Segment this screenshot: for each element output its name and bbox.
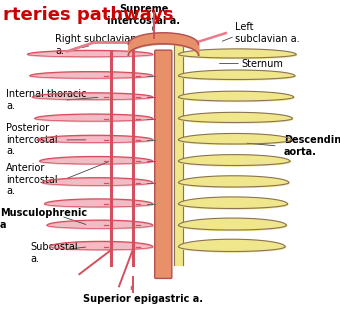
Text: Sternum: Sternum — [241, 59, 283, 69]
Text: Posterior
intercostal
a.: Posterior intercostal a. — [6, 123, 58, 156]
Text: Musculophrenic
a: Musculophrenic a — [0, 209, 87, 230]
Text: Supreme
intercostal a.: Supreme intercostal a. — [107, 4, 180, 26]
Text: Superior epigastric a.: Superior epigastric a. — [83, 294, 203, 303]
Text: Subcostal
a.: Subcostal a. — [31, 242, 78, 264]
Text: Left
subclavian a.: Left subclavian a. — [235, 22, 300, 44]
Text: Internal thoracic
a.: Internal thoracic a. — [6, 89, 87, 111]
Text: Right subclavian
a.: Right subclavian a. — [55, 35, 136, 56]
Text: Descending
aorta.: Descending aorta. — [284, 135, 340, 157]
FancyBboxPatch shape — [155, 50, 172, 278]
Text: Anterior
intercostal
a.: Anterior intercostal a. — [6, 163, 58, 196]
Text: rteries pathways: rteries pathways — [3, 6, 174, 23]
